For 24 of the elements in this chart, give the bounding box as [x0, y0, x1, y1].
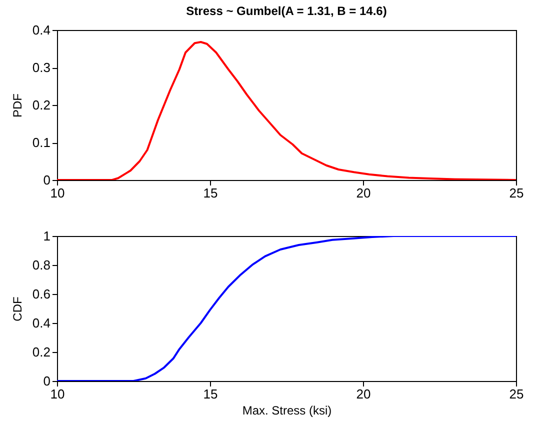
x-tick-label: 20	[356, 186, 371, 200]
y-tick-label: 1	[43, 228, 50, 244]
line-series	[57, 41, 516, 180]
y-tick-label: 0.6	[32, 286, 50, 302]
x-tick-label: 10	[50, 186, 65, 200]
x-tick-label: 15	[203, 386, 218, 402]
y-tick-label: 0	[43, 172, 50, 188]
chart-title: Stress ~ Gumbel(A = 1.31, B = 14.6)	[186, 4, 387, 18]
x-tick-label: 15	[203, 186, 218, 200]
x-tick-label: 25	[509, 186, 524, 200]
y-tick-label: 0.2	[32, 98, 50, 112]
y-tick-label: 0.3	[32, 60, 50, 75]
x-axis-title: Max. Stress (ksi)	[242, 404, 332, 418]
x-tick-label: 20	[356, 386, 371, 402]
y-tick-label: 0.4	[32, 316, 50, 330]
y-tick-label: 0	[43, 374, 50, 388]
x-tick-label: 10	[50, 386, 65, 402]
y-axis-title: CDF	[10, 296, 24, 322]
y-tick-label: 0.8	[32, 258, 50, 272]
x-tick-label: 25	[509, 386, 524, 402]
y-axis-title: PDF	[10, 94, 24, 118]
y-tick-label: 0.1	[32, 135, 50, 150]
y-tick-label: 0.2	[32, 344, 50, 360]
y-tick-label: 0.4	[32, 22, 50, 38]
